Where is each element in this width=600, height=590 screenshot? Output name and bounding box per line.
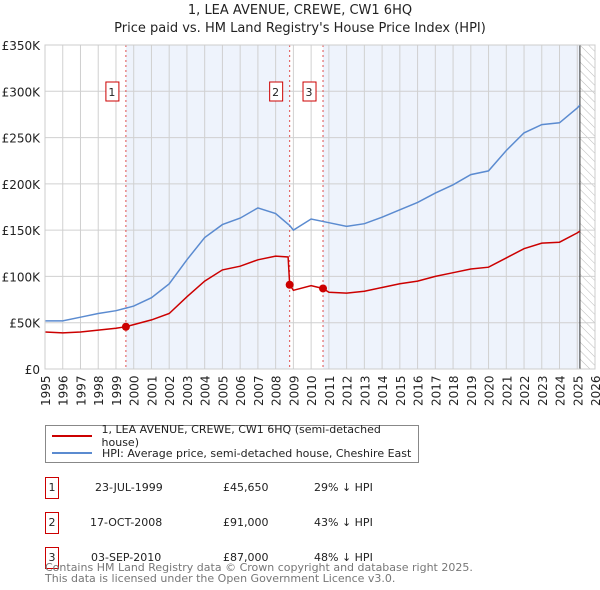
legend-swatch-blue xyxy=(52,452,92,454)
sale-date: 23-JUL-1999 xyxy=(95,481,163,494)
x-tick-label: 2020 xyxy=(483,375,497,406)
x-tick-label: 2022 xyxy=(518,375,532,406)
x-tick-label: 2009 xyxy=(287,375,301,406)
sale-hpi-diff: 29% ↓ HPI xyxy=(314,481,373,494)
x-tick-label: 2010 xyxy=(305,375,319,406)
y-tick-label: £350K xyxy=(2,39,42,53)
legend-item-property: 1, LEA AVENUE, CREWE, CW1 6HQ (semi-deta… xyxy=(52,423,418,449)
x-tick-label: 1998 xyxy=(92,375,106,406)
x-tick-label: 2004 xyxy=(199,375,213,406)
chart-subtitle: Price paid vs. HM Land Registry's House … xyxy=(114,21,486,36)
sale-label-box xyxy=(105,81,120,102)
x-tick-label: 2003 xyxy=(181,375,195,406)
x-tick-label: 2018 xyxy=(447,375,461,406)
price-paid-line xyxy=(44,230,581,334)
sale-point xyxy=(121,322,130,331)
legend-label: 1, LEA AVENUE, CREWE, CW1 6HQ (semi-deta… xyxy=(101,423,381,449)
x-tick-label: 1999 xyxy=(110,375,124,406)
y-tick-label: £300K xyxy=(2,85,42,99)
legend-item-hpi: HPI: Average price, semi-detached house,… xyxy=(52,445,411,461)
sale-label-box xyxy=(302,81,317,102)
legend-label: HPI: Average price, semi-detached house,… xyxy=(102,446,412,460)
x-tick-label: 2019 xyxy=(465,375,479,406)
x-tick-label: 2016 xyxy=(412,375,426,406)
footer-licence: This data is licensed under the Open Gov… xyxy=(45,572,396,585)
y-tick-label: £50K xyxy=(9,317,41,331)
x-tick-label: 2013 xyxy=(358,375,372,406)
ownership-shade xyxy=(323,45,580,369)
sale-label: 2 xyxy=(272,86,279,99)
x-tick-label: 2021 xyxy=(500,375,514,406)
sale-marker: 1 xyxy=(45,477,59,499)
y-tick-label: £0 xyxy=(25,363,40,377)
sale-date: 17-OCT-2008 xyxy=(90,516,163,529)
x-tick-label: 2017 xyxy=(429,375,443,406)
x-tick-label: 1996 xyxy=(57,375,71,406)
sale-price: £91,000 xyxy=(223,516,269,529)
x-tick-label: 2011 xyxy=(323,375,337,406)
x-tick-label: 2001 xyxy=(145,375,159,406)
x-tick-label: 2005 xyxy=(216,375,230,406)
x-tick-label: 2015 xyxy=(394,375,408,406)
sale-price: £45,650 xyxy=(223,481,269,494)
x-tick-label: 2012 xyxy=(341,375,355,406)
sale-point xyxy=(285,280,294,289)
sale-row: 1 23-JUL-1999 £45,650 29% ↓ HPI xyxy=(45,477,445,499)
legend-swatch-red xyxy=(52,435,92,437)
x-tick-label: 2024 xyxy=(554,375,568,406)
footer-copyright: Contains HM Land Registry data © Crown c… xyxy=(45,561,473,574)
price-chart: 1995 1996 1997 1998 1999 2000 2001 2002 2003 2004… xyxy=(2,39,600,406)
legend: 1, LEA AVENUE, CREWE, CW1 6HQ (semi-deta… xyxy=(45,423,419,463)
x-tick-label: 2008 xyxy=(270,375,284,406)
y-tick-label: £200K xyxy=(2,178,42,192)
x-tick-label: 1997 xyxy=(74,375,88,406)
sale-date: 03-SEP-2010 xyxy=(91,551,162,564)
y-tick-label: £100K xyxy=(2,270,42,284)
sale-hpi-diff: 43% ↓ HPI xyxy=(314,516,373,529)
sale-marker: 2 xyxy=(45,512,59,534)
y-tick-label: £250K xyxy=(2,132,42,146)
x-tick-label: 2025 xyxy=(571,375,585,406)
x-tick-label: 1995 xyxy=(39,375,53,406)
hpi-line xyxy=(45,104,581,322)
x-tick-label: 2006 xyxy=(234,375,248,406)
sale-label-box xyxy=(269,81,284,102)
ownership-shade xyxy=(125,45,290,369)
sale-row: 3 03-SEP-2010 £87,000 48% ↓ HPI xyxy=(45,547,445,569)
x-tick-label: 2014 xyxy=(376,375,390,406)
sale-label: 3 xyxy=(306,86,313,99)
sale-hpi-diff: 48% ↓ HPI xyxy=(314,551,373,564)
sale-row: 2 17-OCT-2008 £91,000 43% ↓ HPI xyxy=(45,512,445,534)
forecast-hatch xyxy=(579,45,595,369)
plot-border xyxy=(44,44,596,370)
sale-point xyxy=(319,284,328,293)
x-tick-label: 2023 xyxy=(536,375,550,406)
x-tick-label: 2002 xyxy=(163,375,177,406)
chart-title: 1, LEA AVENUE, CREWE, CW1 6HQ xyxy=(187,3,413,18)
x-tick-label: 2026 xyxy=(589,375,600,406)
sale-price: £87,000 xyxy=(223,551,269,564)
x-tick-label: 2000 xyxy=(128,375,142,406)
x-tick-label: 2007 xyxy=(252,375,266,406)
y-tick-label: £150K xyxy=(2,224,42,238)
sale-label: 1 xyxy=(108,86,115,99)
sale-marker: 3 xyxy=(45,547,59,569)
